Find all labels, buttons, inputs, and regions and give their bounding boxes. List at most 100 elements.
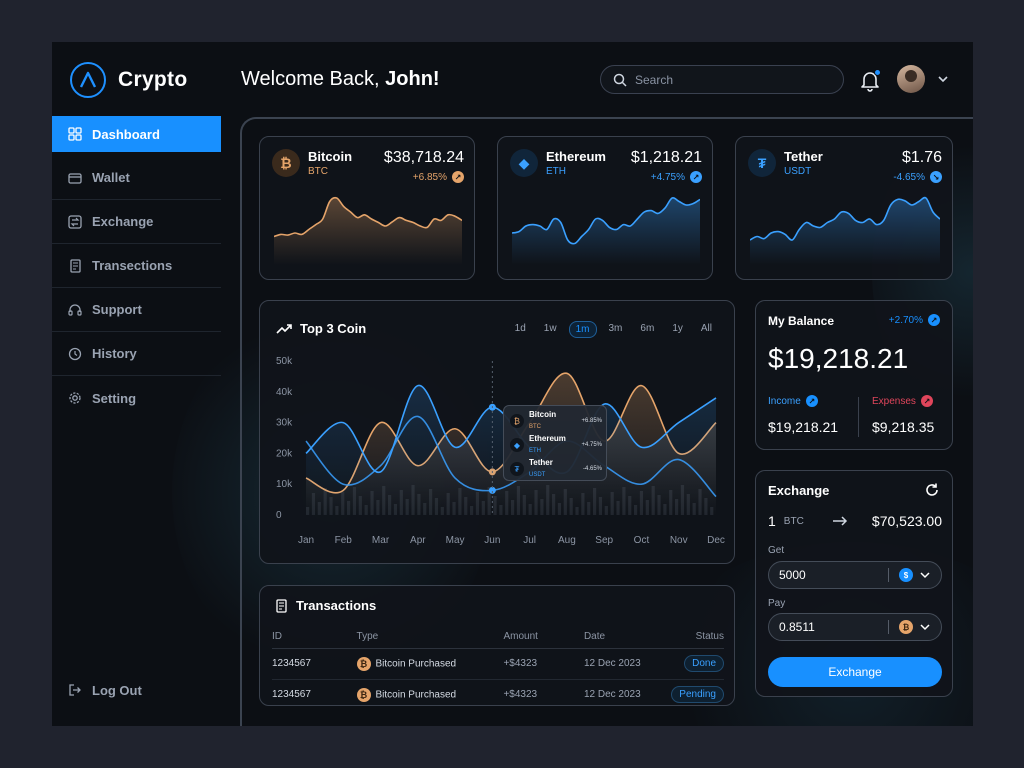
coin-price: $1,218.21	[630, 149, 702, 166]
gear-icon	[69, 392, 81, 404]
range-tab-1y[interactable]: 1y	[672, 323, 683, 334]
y-tick-label: 10k	[276, 479, 293, 490]
coin-name: Ethereum	[546, 149, 606, 164]
cell-id: 1234567	[272, 648, 357, 680]
bitcoin-icon: ₿	[356, 656, 371, 671]
range-tab-3m[interactable]: 3m	[608, 323, 623, 334]
range-tab-1d[interactable]: 1d	[514, 323, 526, 334]
top3-title-text: Top 3 Coin	[300, 321, 367, 336]
tooltip-coin-symbol: USDT	[529, 472, 546, 478]
sidebar-item-history[interactable]: History	[52, 332, 221, 376]
tooltip-change: -4.65%	[582, 466, 602, 472]
x-tick-label: Jun	[484, 535, 500, 546]
chevron-down-icon[interactable]	[936, 72, 950, 86]
coin-icon: ₿	[510, 414, 524, 428]
arrow-down-right-icon: ↘	[930, 171, 942, 183]
sidebar-item-label: Setting	[92, 390, 137, 406]
y-tick-label: 20k	[276, 448, 293, 459]
brand-logo[interactable]: Crypto	[70, 62, 187, 98]
sparkline-line	[512, 197, 700, 245]
y-tick-label: 50k	[276, 356, 293, 367]
chart-tooltip: ₿ Bitcoin BTC +6.85% ◆ Ethereum ETH +4.75% ₮…	[503, 405, 607, 481]
app-window: Crypto Welcome Back, John! Dashboard Wal…	[52, 42, 973, 726]
cell-type-text: Bitcoin Purchased	[375, 658, 457, 670]
get-field[interactable]: $	[768, 561, 942, 589]
sidebar-item-label: History	[92, 346, 137, 361]
coin-symbol: BTC	[308, 166, 328, 177]
range-tab-1m[interactable]: 1m	[568, 321, 597, 338]
arrow-down-icon: ↗	[920, 395, 933, 407]
main-frame	[240, 117, 973, 726]
headset-icon	[68, 303, 82, 316]
pay-field[interactable]: ₿	[768, 613, 942, 641]
range-tab-1w[interactable]: 1w	[543, 323, 557, 334]
grid-icon	[68, 127, 82, 141]
sparkline-line	[750, 196, 940, 241]
range-tab-All[interactable]: All	[700, 323, 712, 334]
x-tick-label: Mar	[372, 535, 390, 546]
x-tick-label: Aug	[558, 535, 576, 546]
tooltip-coin-name: Tether	[529, 458, 553, 467]
chevron-down-icon[interactable]	[919, 621, 931, 633]
pay-input[interactable]	[779, 620, 882, 634]
coin-card-bitcoin[interactable]: ₿ Bitcoin BTC $38,718.24 +6.85% ↗	[259, 136, 475, 280]
logout-button[interactable]: Log Out	[52, 672, 221, 708]
notification-button[interactable]	[858, 68, 882, 92]
expenses-value: $9,218.35	[872, 419, 935, 435]
income-label-text: Income	[768, 395, 801, 407]
x-tick-label: Nov	[670, 535, 688, 546]
get-label: Get	[768, 545, 785, 556]
sparkline-line	[274, 196, 462, 238]
sidebar-item-setting[interactable]: Setting	[52, 376, 221, 420]
sidebar-item-transections[interactable]: Transections	[52, 244, 221, 288]
pay-label: Pay	[768, 598, 786, 609]
sidebar-item-label: Wallet	[92, 170, 130, 185]
cell-type: ₿ Bitcoin Purchased	[356, 679, 504, 710]
coin-price: $1.76	[901, 149, 942, 166]
avatar[interactable]	[897, 65, 925, 93]
table-row[interactable]: 1234567 ₿ Bitcoin Purchased +$4323 12 Dec…	[272, 648, 724, 680]
refresh-icon[interactable]	[924, 482, 940, 498]
coin-card-ethereum[interactable]: ◆ Ethereum ETH $1,218.21 +4.75% ↗	[497, 136, 713, 280]
welcome-prefix: Welcome Back,	[241, 68, 380, 90]
transactions-table: ID Type Amount Date Status 1234567 ₿ Bitc…	[272, 626, 724, 710]
transactions-title: Transactions	[274, 598, 376, 613]
col-amount: Amount	[503, 626, 584, 649]
sidebar-item-wallet[interactable]: Wallet	[52, 156, 221, 200]
sidebar-item-dashboard[interactable]: Dashboard	[52, 116, 221, 152]
cell-date: 12 Dec 2023	[583, 689, 641, 701]
range-tab-6m[interactable]: 6m	[640, 323, 655, 334]
sidebar-item-label: Support	[92, 302, 142, 317]
exchange-button[interactable]: Exchange	[768, 657, 942, 687]
arrow-up-right-icon: ↗	[805, 395, 818, 407]
arrow-right-icon	[832, 516, 847, 526]
arrow-up-right-icon: ↗	[928, 314, 940, 326]
get-input[interactable]	[779, 568, 882, 582]
x-tick-label: May	[446, 535, 465, 546]
search-input[interactable]	[635, 72, 825, 87]
sidebar-item-support[interactable]: Support	[52, 288, 221, 332]
sidebar-item-label: Exchange	[92, 214, 154, 229]
sparkline-area	[274, 197, 462, 265]
series-point-tether[interactable]	[488, 486, 496, 494]
col-status: Status	[671, 626, 724, 649]
tooltip-row: ₿ Bitcoin BTC +6.85%	[510, 410, 602, 431]
sidebar-item-exchange[interactable]: Exchange	[52, 200, 221, 244]
tooltip-coin-symbol: ETH	[529, 448, 541, 454]
arrow-up-right-icon: ↗	[452, 171, 464, 183]
col-date: Date	[583, 626, 672, 649]
cell-type-text: Bitcoin Purchased	[375, 689, 457, 701]
tooltip-coin-name: Ethereum	[529, 434, 566, 443]
top3-title: Top 3 Coin	[276, 321, 366, 336]
range-tabs: 1d 1w 1m 3m 6m 1y All	[509, 321, 718, 338]
sparkline-area	[750, 197, 940, 265]
coin-name: Bitcoin	[308, 149, 353, 164]
trending-up-icon	[276, 323, 292, 334]
table-row[interactable]: 1234567 ₿ Bitcoin Purchased +$4323 12 Dec…	[272, 679, 724, 710]
sidebar-item-label: Transections	[92, 258, 173, 273]
series-line-tether	[305, 415, 717, 498]
search-bar[interactable]	[600, 65, 844, 94]
wallet-icon	[68, 172, 82, 184]
coin-card-tether[interactable]: ₮ Tether USDT $1.76 -4.65% ↘	[735, 136, 953, 280]
chevron-down-icon[interactable]	[919, 569, 931, 581]
